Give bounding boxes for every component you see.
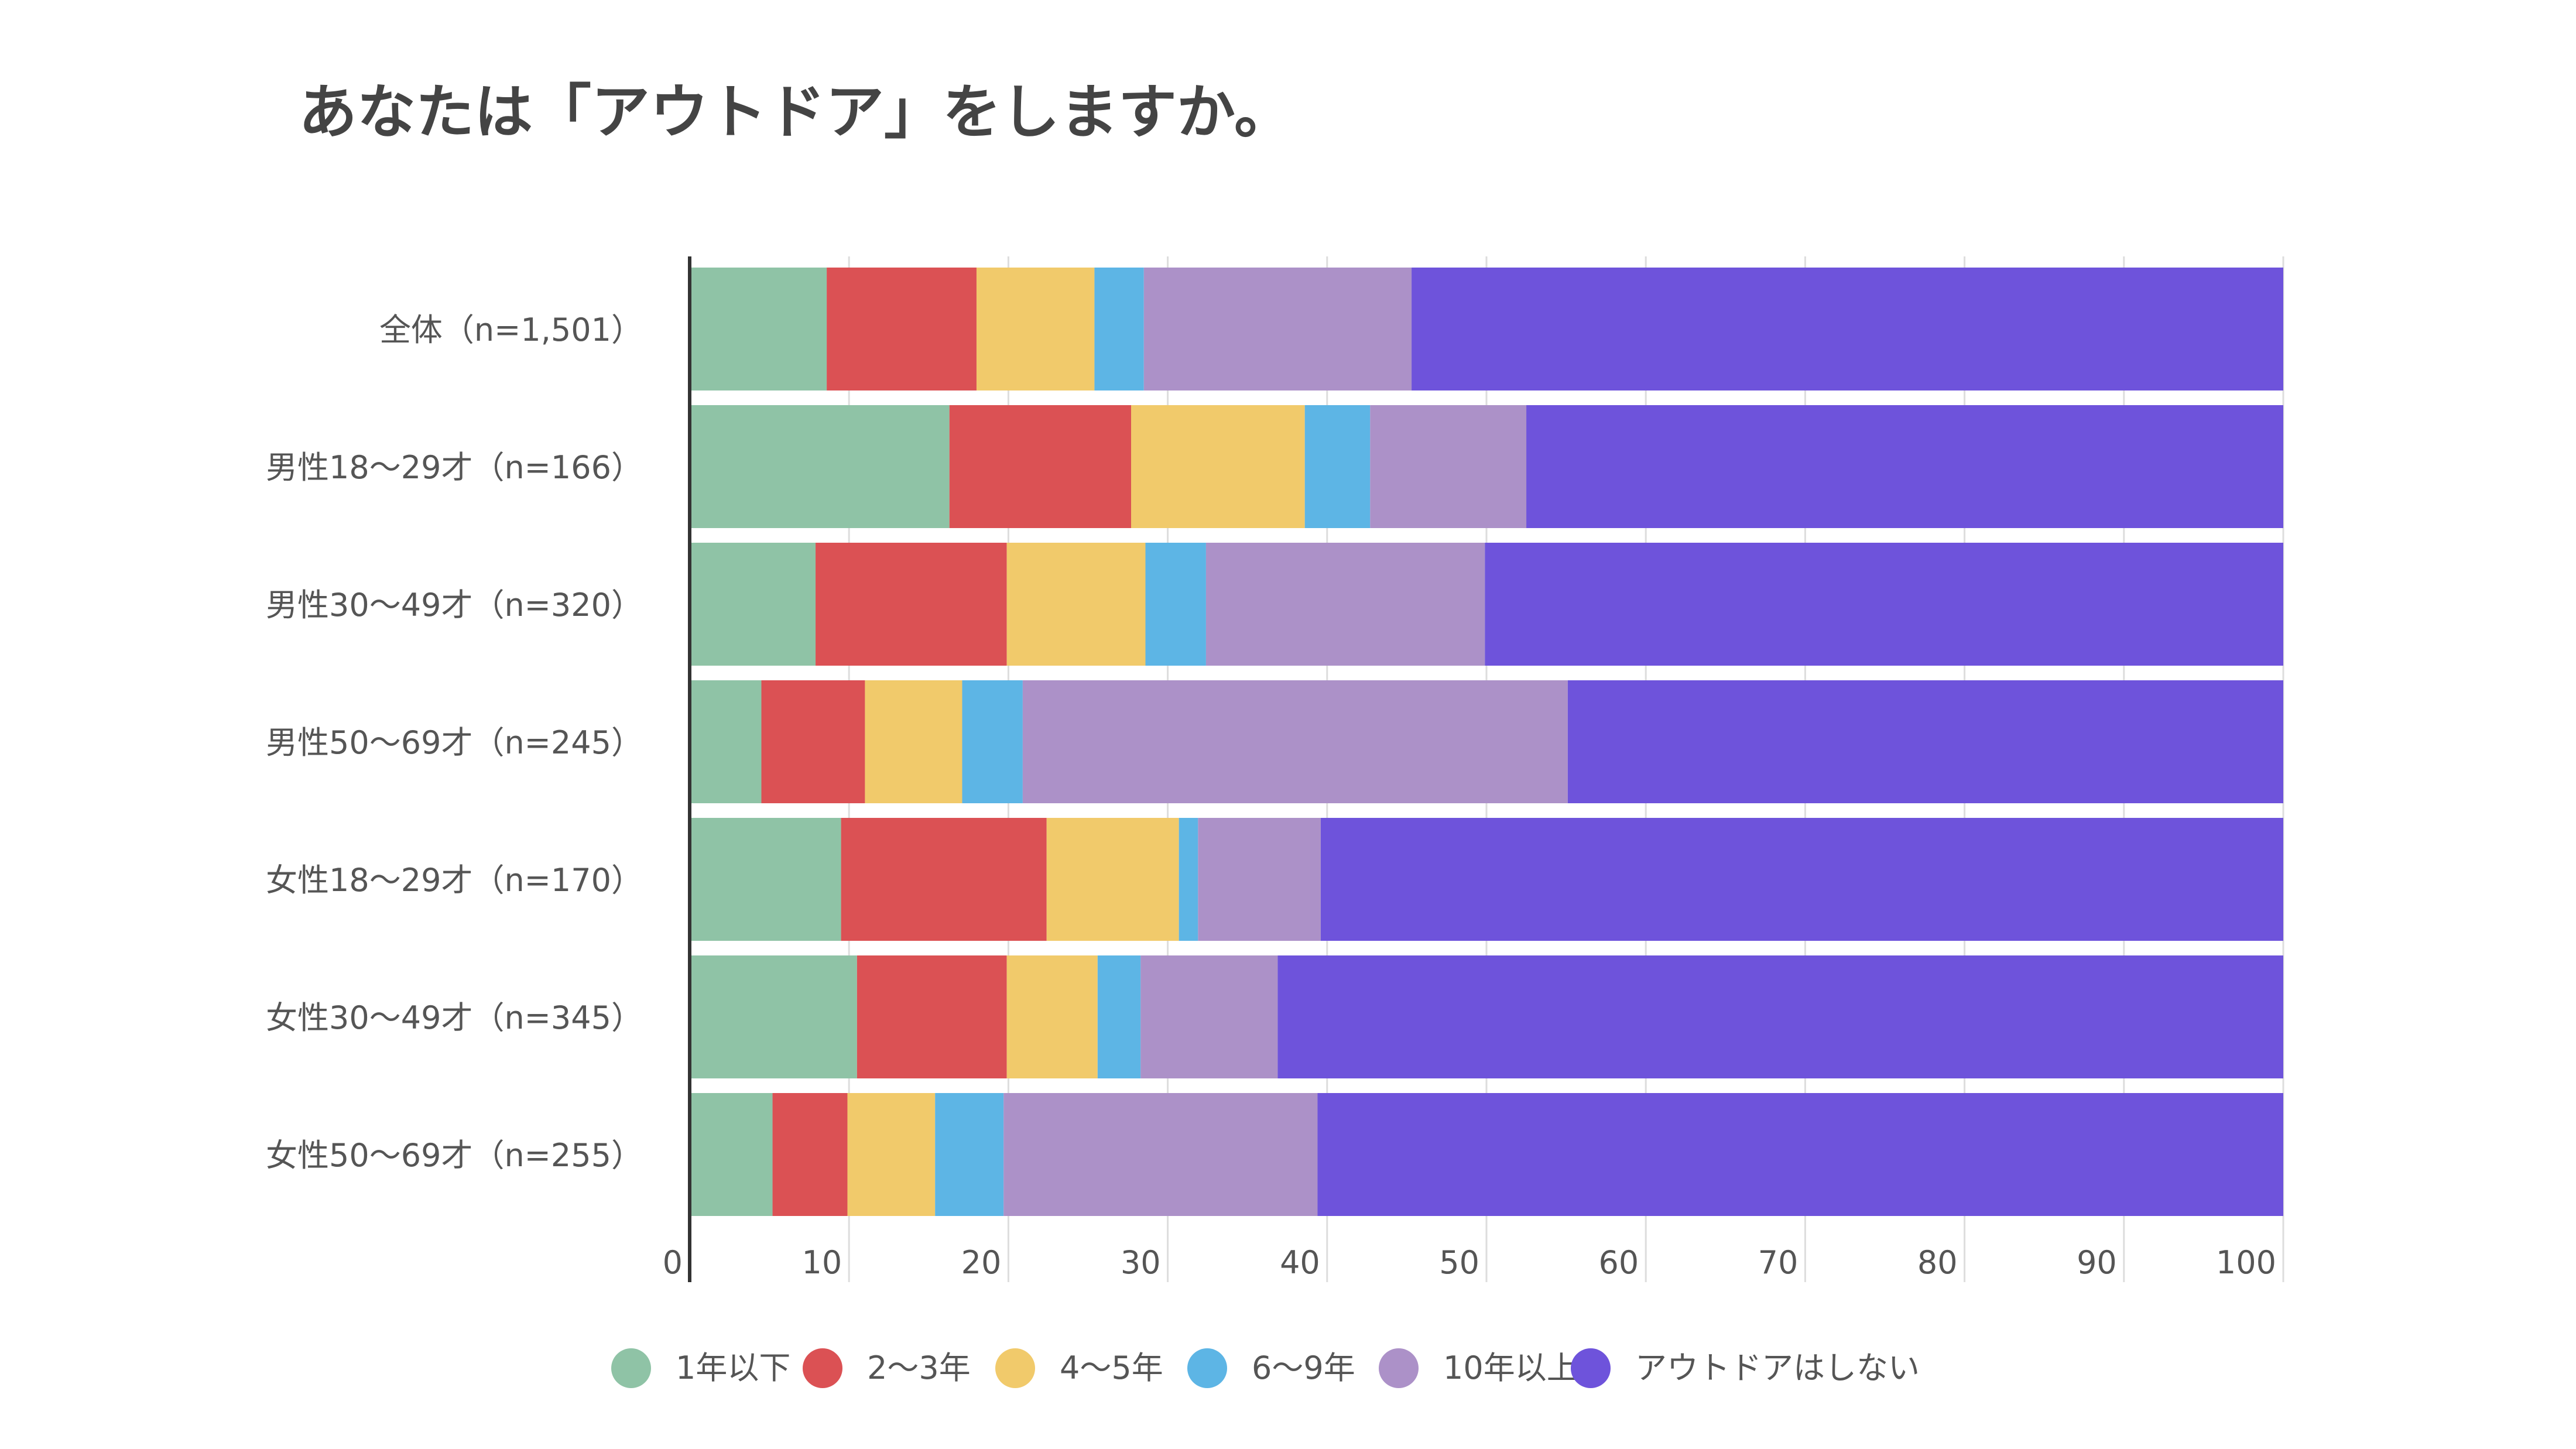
category-label: 男性30〜49才（n=320）	[266, 587, 643, 624]
bar-segment	[690, 1093, 773, 1216]
legend-label: 6〜9年	[1252, 1349, 1355, 1386]
bar-segment	[1317, 1093, 2283, 1216]
bar-segment	[1526, 405, 2283, 528]
category-label: 女性30〜49才（n=345）	[266, 999, 643, 1036]
bar-segment	[949, 405, 1131, 528]
bar-segment	[1277, 955, 2283, 1078]
x-tick-label: 60	[1598, 1244, 1639, 1281]
bar-segment	[690, 543, 816, 666]
chart-title: あなたは「アウトドア」をしますか。	[299, 78, 1293, 146]
x-tick-label: 70	[1758, 1244, 1799, 1281]
bar-segment	[690, 955, 857, 1078]
category-label: 男性18〜29才（n=166）	[266, 449, 643, 486]
bar-segment	[772, 1093, 848, 1216]
legend-swatch	[611, 1348, 651, 1388]
bar-segment	[976, 268, 1095, 390]
x-tick-labels: 0 10 20 30 40 50 60 70 80 90 100	[663, 1244, 2276, 1281]
bar-segment	[1143, 268, 1412, 390]
bar-segment	[847, 1093, 936, 1216]
legend: 1年以下 2〜3年 4〜5年 6〜9年 10年以上 アウトドアはしない	[611, 1348, 1920, 1388]
bar-segment	[1140, 955, 1278, 1078]
category-label: 女性18〜29才（n=170）	[266, 862, 643, 899]
legend-label: 4〜5年	[1060, 1349, 1163, 1386]
bar-segment	[1097, 955, 1141, 1078]
bar-segment	[865, 680, 962, 803]
x-tick-label: 90	[2077, 1244, 2117, 1281]
x-tick-label: 20	[961, 1244, 1002, 1281]
bar-segment	[935, 1093, 1004, 1216]
bar-segment	[1485, 543, 2283, 666]
legend-swatch	[803, 1348, 842, 1388]
x-tick-label: 30	[1121, 1244, 1161, 1281]
bar-segment	[857, 955, 1007, 1078]
bar-segment	[1022, 680, 1568, 803]
bar-segment	[1205, 543, 1485, 666]
bar-segment	[690, 818, 841, 941]
bar-segment	[1320, 818, 2283, 941]
legend-label: 2〜3年	[867, 1349, 971, 1386]
legend-swatch	[1379, 1348, 1419, 1388]
bar-segment	[1131, 405, 1305, 528]
bar-segment	[1006, 955, 1098, 1078]
bar-segment	[1412, 268, 2283, 390]
bar-segment	[1094, 268, 1144, 390]
x-tick-label: 80	[1917, 1244, 1958, 1281]
category-label: 男性50〜69才（n=245）	[266, 724, 643, 761]
x-tick-label: 0	[663, 1244, 683, 1281]
x-tick-label: 10	[801, 1244, 842, 1281]
legend-label: 1年以下	[676, 1349, 790, 1386]
category-label: 女性50〜69才（n=255）	[266, 1137, 643, 1174]
bar-segment	[1006, 543, 1146, 666]
bar-segment	[1179, 818, 1198, 941]
bar-segment	[1304, 405, 1371, 528]
bar-segment	[1198, 818, 1321, 941]
bar-segment	[1145, 543, 1206, 666]
bar-segment	[841, 818, 1047, 941]
bar-segment	[690, 680, 762, 803]
x-tick-label: 50	[1439, 1244, 1479, 1281]
bars	[690, 268, 2283, 1216]
legend-label: アウトドアはしない	[1635, 1349, 1920, 1386]
x-tick-label: 100	[2216, 1244, 2276, 1281]
category-label: 全体（n=1,501）	[379, 311, 643, 348]
bar-segment	[690, 405, 950, 528]
legend-swatch	[1571, 1348, 1611, 1388]
legend-swatch	[1187, 1348, 1227, 1388]
bar-segment	[827, 268, 977, 390]
bar-segment	[962, 680, 1023, 803]
x-tick-label: 40	[1280, 1244, 1320, 1281]
category-labels: 全体（n=1,501） 男性18〜29才（n=166） 男性30〜49才（n=320…	[266, 311, 643, 1174]
bar-segment	[816, 543, 1007, 666]
bar-segment	[690, 268, 827, 390]
bar-segment	[761, 680, 865, 803]
bar-segment	[1003, 1093, 1318, 1216]
legend-swatch	[995, 1348, 1035, 1388]
bar-segment	[1370, 405, 1527, 528]
legend-label: 10年以上	[1443, 1349, 1578, 1386]
bar-segment	[1046, 818, 1179, 941]
bar-segment	[1567, 680, 2283, 803]
